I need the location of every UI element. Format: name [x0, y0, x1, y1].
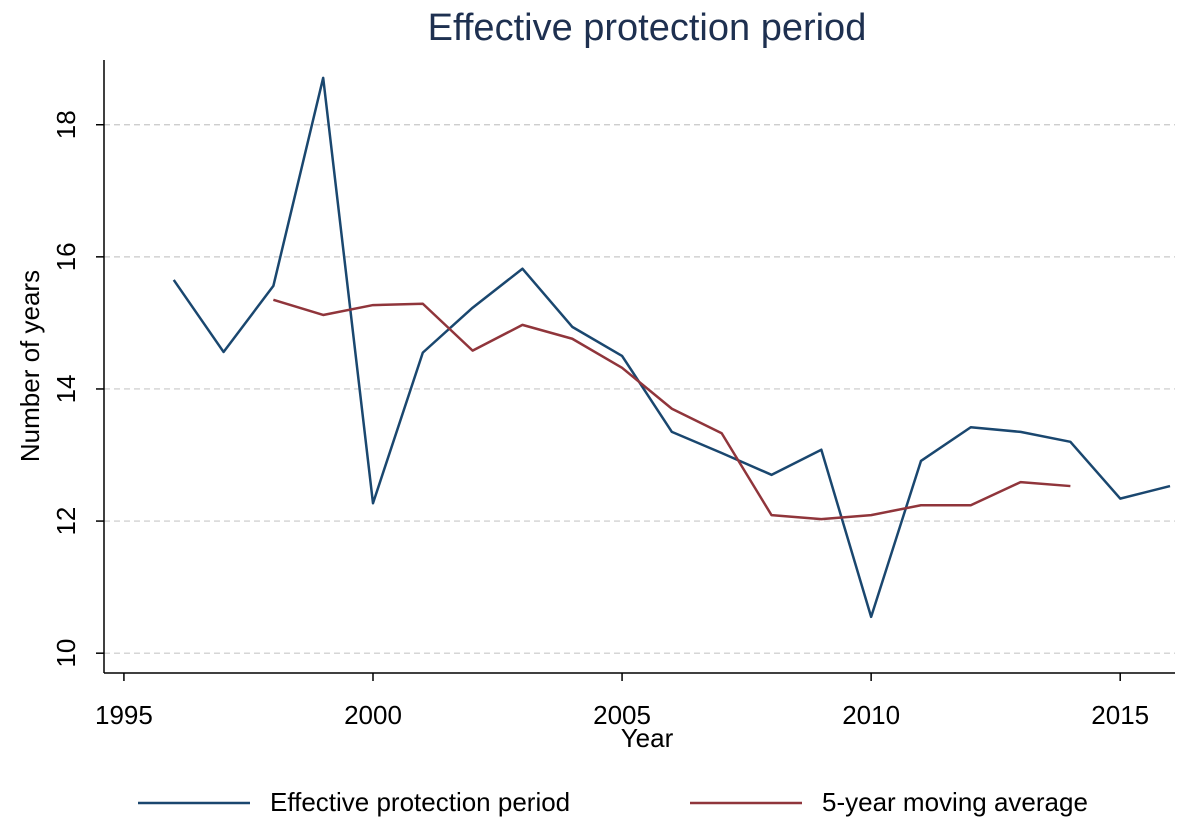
legend-label: 5-year moving average: [822, 787, 1088, 817]
x-tick-label: 2015: [1091, 700, 1149, 730]
y-tick-label: 12: [51, 507, 81, 536]
x-tick-label: 2000: [344, 700, 402, 730]
y-tick-label: 18: [51, 110, 81, 139]
y-axis-label: Number of years: [15, 270, 45, 462]
chart-title: Effective protection period: [428, 7, 867, 49]
series-line: [273, 298, 1071, 521]
y-tick-label: 16: [51, 242, 81, 271]
y-tick-label: 10: [51, 639, 81, 668]
x-tick-label: 2010: [842, 700, 900, 730]
x-tick-label: 2005: [593, 700, 651, 730]
series-line: [172, 76, 1171, 619]
y-tick-label: 14: [51, 374, 81, 403]
legend-label: Effective protection period: [270, 787, 570, 817]
x-tick-label: 1995: [95, 700, 153, 730]
x-axis-label: Year: [621, 723, 674, 753]
